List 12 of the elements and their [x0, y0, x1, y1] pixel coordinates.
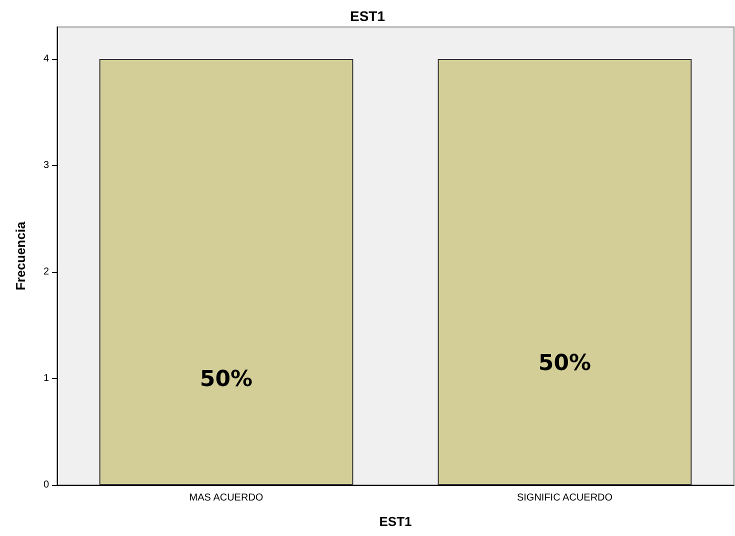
- x-axis-title: EST1: [379, 514, 412, 529]
- chart-title: EST1: [350, 8, 386, 24]
- annotation: 50%: [538, 351, 592, 376]
- y-tick-label: 1: [43, 372, 50, 384]
- y-tick-label: 4: [43, 53, 50, 64]
- x-tick-label: SIGNIFIC ACUERDO: [516, 492, 613, 504]
- annotation: 50%: [200, 367, 253, 392]
- y-tick-label: 0: [43, 480, 50, 490]
- y-tick-label: 3: [43, 160, 50, 171]
- y-axis-title: Frecuencia: [13, 220, 28, 290]
- x-tick-label: MAS ACUERDO: [189, 492, 264, 504]
- y-tick-label: 2: [43, 266, 50, 278]
